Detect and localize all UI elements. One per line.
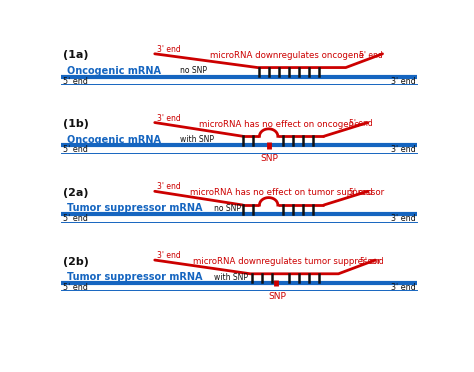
Text: microRNA has no effect on oncogene: microRNA has no effect on oncogene: [200, 120, 360, 129]
Text: 5' end: 5' end: [349, 119, 373, 128]
Text: 3' end: 3' end: [391, 214, 416, 223]
Text: (1b): (1b): [63, 119, 89, 129]
Text: microRNA downregulates tumor suppressor: microRNA downregulates tumor suppressor: [193, 257, 381, 266]
Text: no SNP: no SNP: [181, 67, 208, 76]
Text: 3' end: 3' end: [391, 145, 416, 154]
Text: 5' end: 5' end: [63, 145, 88, 154]
Text: 3' end: 3' end: [156, 45, 180, 54]
Text: microRNA has no effect on tumor suppressor: microRNA has no effect on tumor suppress…: [190, 189, 384, 198]
Text: Tumor suppressor mRNA: Tumor suppressor mRNA: [66, 203, 202, 214]
Text: 5' end: 5' end: [349, 188, 373, 197]
Text: 5' end: 5' end: [359, 51, 383, 60]
Text: no SNP: no SNP: [213, 204, 240, 213]
Text: 5' end: 5' end: [63, 283, 88, 292]
Text: 3' end: 3' end: [391, 283, 416, 292]
Text: 3' end: 3' end: [156, 113, 180, 122]
Text: 5' end: 5' end: [63, 214, 88, 223]
Text: SNP: SNP: [261, 154, 278, 163]
Text: 5' end: 5' end: [63, 77, 88, 86]
Text: 3' end: 3' end: [391, 77, 416, 86]
Text: SNP: SNP: [268, 292, 286, 301]
Text: (2a): (2a): [63, 188, 89, 198]
Text: 3' end: 3' end: [156, 251, 180, 260]
Text: Oncogenic mRNA: Oncogenic mRNA: [66, 66, 161, 76]
Text: microRNA downregulates oncogene: microRNA downregulates oncogene: [210, 51, 364, 60]
Text: (2b): (2b): [63, 257, 89, 267]
Text: (1a): (1a): [63, 50, 89, 60]
Text: Oncogenic mRNA: Oncogenic mRNA: [66, 135, 161, 145]
Text: with SNP: with SNP: [181, 135, 214, 144]
Text: with SNP: with SNP: [213, 273, 247, 282]
Text: 5' end: 5' end: [360, 257, 384, 266]
Text: 3' end: 3' end: [156, 182, 180, 191]
Text: Tumor suppressor mRNA: Tumor suppressor mRNA: [66, 272, 202, 282]
